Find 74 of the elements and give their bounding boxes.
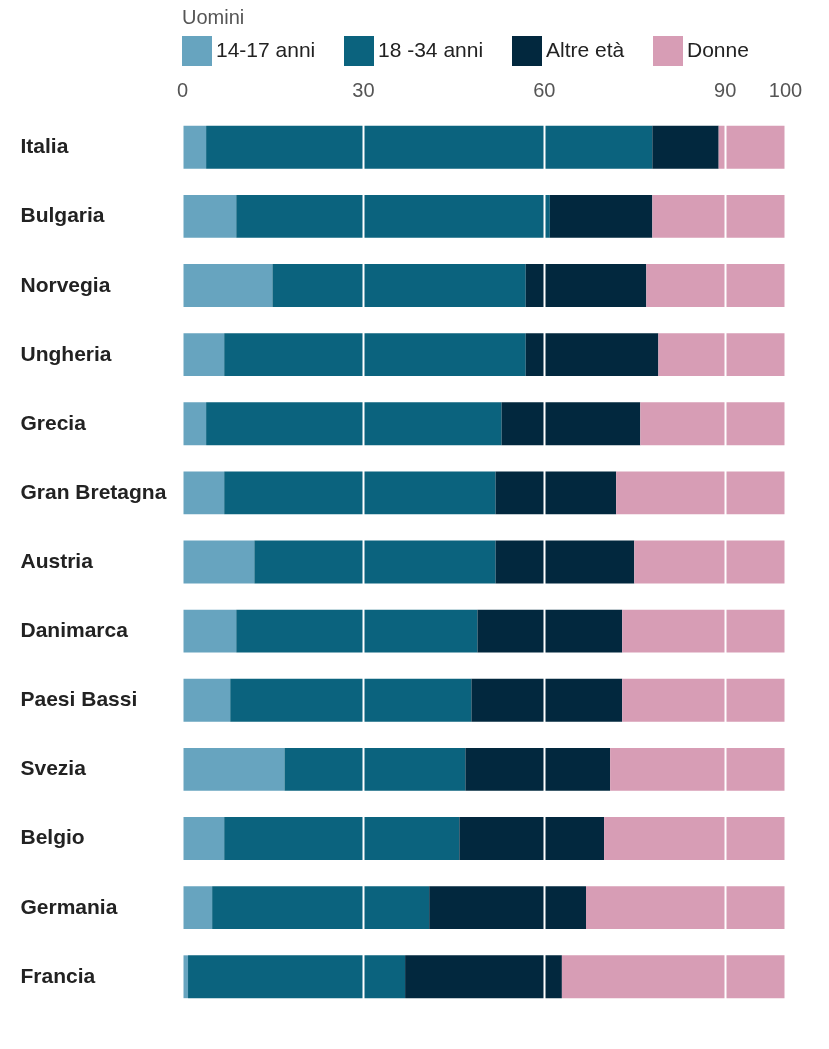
bar xyxy=(640,402,785,446)
bar xyxy=(224,333,526,377)
bar xyxy=(182,678,231,722)
bar xyxy=(182,264,273,307)
bar xyxy=(284,747,466,791)
bar xyxy=(634,540,785,584)
bar xyxy=(182,540,255,584)
bar xyxy=(182,817,225,860)
bar xyxy=(182,471,225,515)
bar xyxy=(622,609,785,653)
y-tick-label: Gran Bretagna xyxy=(20,479,167,503)
bar xyxy=(525,264,647,307)
y-tick-label: Danimarca xyxy=(20,618,129,642)
y-tick-label: Austria xyxy=(20,549,94,572)
bar xyxy=(212,886,430,930)
bar xyxy=(224,817,460,860)
bar xyxy=(182,609,237,653)
bar xyxy=(182,886,213,930)
y-tick-label: Grecia xyxy=(20,410,87,434)
bar xyxy=(465,747,611,791)
bar xyxy=(236,194,550,238)
bar xyxy=(182,194,237,238)
bar xyxy=(188,955,406,999)
bar xyxy=(525,333,659,377)
bar xyxy=(622,678,785,722)
y-tick-label: Francia xyxy=(20,963,96,987)
y-tick-label: Italia xyxy=(20,134,69,158)
bar xyxy=(272,264,526,307)
bar xyxy=(616,471,785,515)
y-tick-label: Belgio xyxy=(20,825,85,849)
bar xyxy=(182,747,285,791)
legend-label: Donne xyxy=(687,38,749,61)
bar xyxy=(405,955,562,999)
bar xyxy=(495,471,617,515)
x-tick-label: 90 xyxy=(714,78,737,101)
bar xyxy=(549,194,653,238)
bar xyxy=(610,747,785,791)
bar xyxy=(230,678,472,722)
bar xyxy=(206,125,653,169)
bar xyxy=(477,609,623,653)
bar xyxy=(561,955,785,999)
bar xyxy=(586,886,785,930)
bar xyxy=(471,678,623,722)
bar xyxy=(495,540,635,584)
y-tick-label: Bulgaria xyxy=(20,203,105,227)
bar xyxy=(604,817,785,860)
bar xyxy=(658,333,785,377)
bar xyxy=(182,125,207,169)
x-tick-label: 0 xyxy=(176,78,189,101)
bar xyxy=(182,333,225,377)
bar xyxy=(182,402,207,446)
y-tick-label: Paesi Bassi xyxy=(20,687,138,711)
x-tick-label: 60 xyxy=(533,78,556,101)
bar xyxy=(254,540,496,584)
bar xyxy=(652,125,719,169)
legend-label: 14-17 anni xyxy=(216,38,316,61)
bar xyxy=(718,125,785,169)
y-tick-label: Svezia xyxy=(20,756,87,780)
bar xyxy=(429,886,587,930)
bar xyxy=(459,817,605,860)
x-tick-label: 30 xyxy=(352,78,375,101)
legend-title: Uomini xyxy=(182,6,245,28)
legend-label: 18 -34 anni xyxy=(378,38,484,61)
bar xyxy=(646,264,785,307)
bar xyxy=(236,609,478,653)
y-tick-label: Ungheria xyxy=(20,341,112,365)
bar xyxy=(206,402,502,446)
y-tick-label: Norvegia xyxy=(20,272,111,296)
legend-label: Altre età xyxy=(546,38,625,61)
bar xyxy=(224,471,496,515)
bar xyxy=(652,194,785,238)
y-tick-label: Germania xyxy=(20,894,118,918)
x-tick-label: 100 xyxy=(768,78,803,101)
bar xyxy=(501,402,641,446)
